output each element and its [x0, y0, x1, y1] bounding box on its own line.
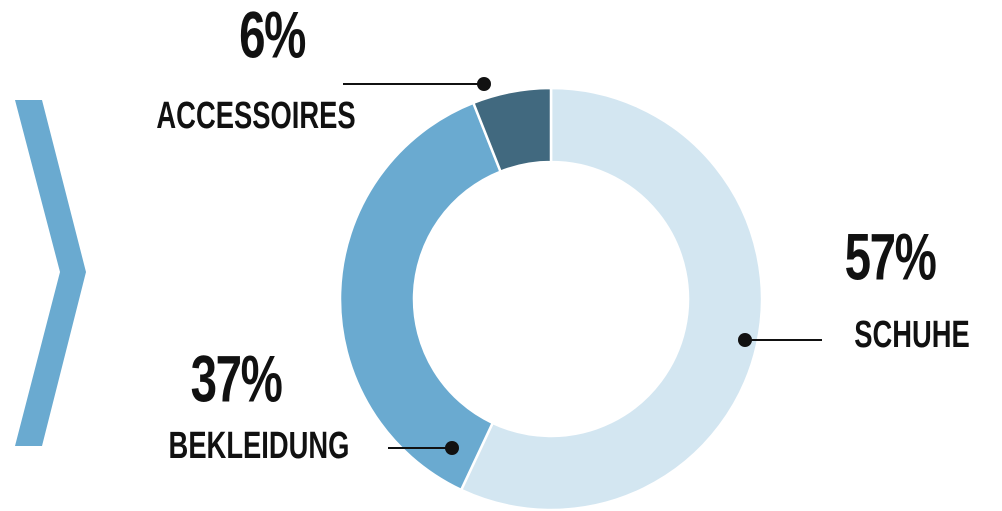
- category-label: BEKLEIDUNG: [169, 425, 350, 467]
- value-label: 37%: [191, 343, 282, 416]
- category-label: ACCESSOIRES: [156, 95, 355, 137]
- donut-slice: [459, 86, 764, 511]
- category-label: SCHUHE: [854, 314, 970, 356]
- chevron: [15, 100, 86, 446]
- leader-dot: [445, 441, 459, 455]
- leader-dot: [477, 77, 491, 91]
- value-label: 57%: [845, 221, 936, 294]
- value-label: 6%: [239, 0, 305, 72]
- leader-dot: [738, 333, 752, 347]
- donut-slice: [338, 101, 503, 492]
- donut-slice: [471, 86, 553, 174]
